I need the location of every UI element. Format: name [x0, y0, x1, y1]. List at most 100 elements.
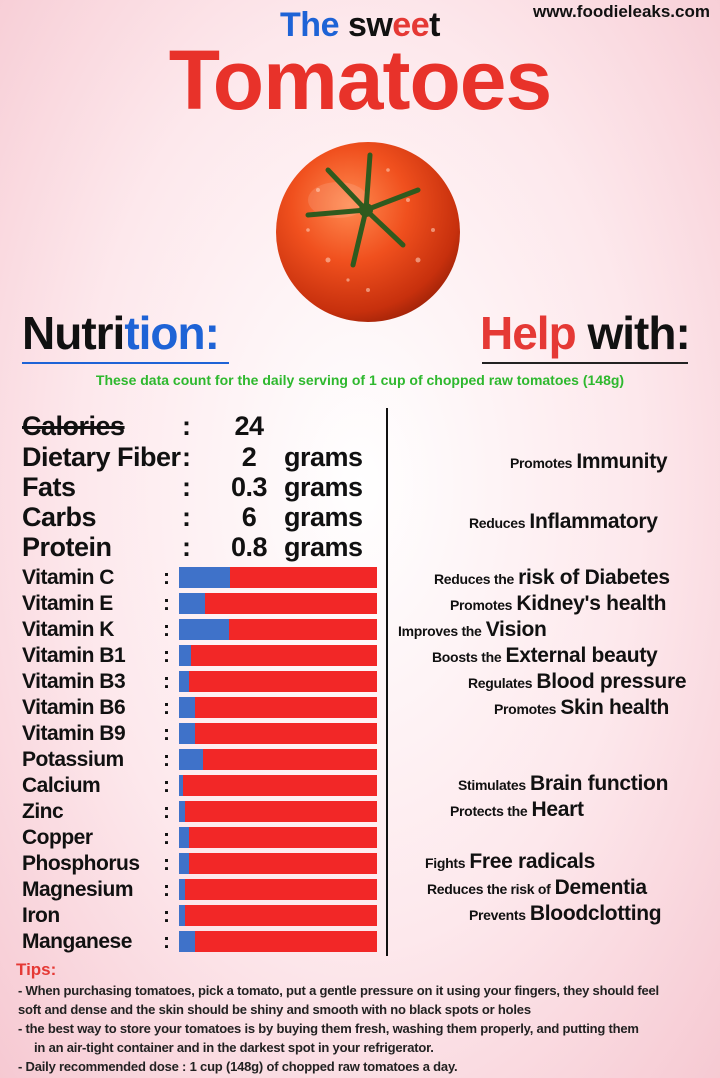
vitamin-colon: :: [163, 774, 170, 797]
subtitle-the: The: [280, 6, 339, 44]
macro-name-fiber: Dietary Fiber: [22, 442, 181, 472]
vitamin-bar-fill: [179, 879, 185, 900]
macro-value-fiber: 2: [241, 442, 257, 472]
help-with-heading: Help with:: [480, 307, 691, 359]
vitamin-bar-fill: [179, 723, 195, 744]
vitamin-colon: :: [163, 930, 170, 953]
macro-value-protein: 0.8: [230, 532, 268, 562]
serving-note: These data count for the daily serving o…: [95, 372, 625, 388]
macro-value-fats: 0.3: [230, 472, 268, 502]
vitamin-bar-fill: [179, 567, 231, 588]
vitamin-name: Vitamin C: [22, 566, 114, 589]
macro-name-protein: Protein: [22, 532, 112, 562]
benefit-item: Reduces the risk of Dementia: [427, 876, 647, 899]
benefit-item: Promotes Skin health: [494, 696, 670, 719]
macro-colon: :: [182, 532, 191, 562]
tomato-image: [276, 142, 460, 322]
vitamin-bar-fill: [179, 801, 185, 822]
vitamin-bar: [179, 697, 377, 718]
tip-line: soft and dense and the skin should be sh…: [18, 1002, 531, 1017]
vitamin-colon: :: [163, 618, 170, 641]
vitamin-name: Potassium: [22, 748, 124, 771]
vitamin-bar-fill: [179, 593, 205, 614]
benefit-item: Prevents Bloodclotting: [469, 902, 662, 925]
vitamin-colon: :: [163, 826, 170, 849]
vitamin-colon: :: [163, 696, 170, 719]
tip-line: - Daily recommended dose : 1 cup (148g) …: [18, 1059, 458, 1074]
vitamin-bar-fill: [179, 697, 195, 718]
vitamin-bar: [179, 567, 377, 588]
vitamin-bar: [179, 801, 377, 822]
vitamin-bar-fill: [179, 775, 183, 796]
vitamin-colon: :: [163, 904, 170, 927]
macro-unit-fats: grams: [284, 472, 363, 502]
benefit-item: Boosts the External beauty: [432, 644, 658, 667]
vitamin-name: Iron: [22, 904, 60, 927]
benefit-item: Stimulates Brain function: [458, 772, 669, 795]
vitamin-colon: :: [163, 852, 170, 875]
vitamin-colon: :: [163, 722, 170, 745]
benefit-item: Improves the Vision: [398, 618, 547, 641]
tip-line: in an air-tight container and in the dar…: [34, 1040, 434, 1055]
vitamin-bar-fill: [179, 671, 189, 692]
macro-value-calories: 24: [234, 411, 264, 441]
vitamin-bar: [179, 749, 377, 770]
vitamin-name: Vitamin B9: [22, 722, 126, 745]
macro-unit-fiber: grams: [284, 442, 363, 472]
macro-name-fats: Fats: [22, 472, 76, 502]
vitamin-colon: :: [163, 566, 170, 589]
page-title: Tomatoes: [168, 33, 553, 127]
help-underline: [482, 362, 688, 364]
site-url: www.foodieleaks.com: [533, 2, 710, 21]
column-divider: [386, 408, 388, 956]
benefit-item: Reduces Inflammatory: [469, 510, 658, 533]
macro-name-carbs: Carbs: [22, 502, 97, 532]
vitamin-name: Vitamin B1: [22, 644, 126, 667]
benefit-item: Protects the Heart: [450, 798, 584, 821]
vitamin-bar-fill: [179, 619, 229, 640]
vitamin-colon: :: [163, 800, 170, 823]
benefit-item: Regulates Blood pressure: [468, 670, 687, 693]
vitamin-bar: [179, 619, 377, 640]
vitamin-bar: [179, 775, 377, 796]
vitamin-name: Manganese: [22, 930, 132, 953]
benefit-item: Promotes Kidney's health: [450, 592, 667, 615]
benefit-item: Fights Free radicals: [425, 850, 596, 873]
macro-colon: :: [182, 442, 191, 472]
vitamin-colon: :: [163, 644, 170, 667]
vitamin-bar: [179, 905, 377, 926]
vitamin-bar-fill: [179, 645, 191, 666]
macro-colon: :: [182, 502, 191, 532]
vitamin-bar-fill: [179, 931, 195, 952]
vitamin-bar: [179, 671, 377, 692]
vitamin-bar: [179, 879, 377, 900]
vitamin-name: Phosphorus: [22, 852, 140, 875]
vitamin-bar-fill: [179, 827, 189, 848]
macro-colon: :: [182, 411, 191, 441]
vitamin-bar: [179, 853, 377, 874]
nutrition-heading: Nutrition:: [22, 307, 220, 359]
vitamin-bar-fill: [179, 905, 185, 926]
vitamin-name: Vitamin K: [22, 618, 114, 641]
vitamin-bar: [179, 593, 377, 614]
vitamin-bar-fill: [179, 749, 203, 770]
vitamin-colon: :: [163, 670, 170, 693]
macro-value-carbs: 6: [241, 502, 257, 532]
benefit-item: Promotes Immunity: [510, 450, 668, 473]
vitamin-colon: :: [163, 878, 170, 901]
tip-line: - When purchasing tomatoes, pick a tomat…: [18, 983, 659, 998]
vitamin-bar-fill: [179, 853, 189, 874]
tip-line: - the best way to store your tomatoes is…: [18, 1021, 639, 1036]
macro-unit-carbs: grams: [284, 502, 363, 532]
benefit-item: Reduces the risk of Diabetes: [434, 566, 670, 589]
vitamin-bar: [179, 931, 377, 952]
macro-unit-protein: grams: [284, 532, 363, 562]
vitamin-name: Magnesium: [22, 878, 134, 901]
vitamin-colon: :: [163, 592, 170, 615]
vitamin-colon: :: [163, 748, 170, 771]
subtitle: The sweet: [0, 6, 720, 45]
vitamin-name: Vitamin B3: [22, 670, 126, 693]
tips-heading: Tips:: [16, 960, 57, 979]
subtitle-sweet: sweet: [347, 6, 441, 44]
vitamin-name: Zinc: [22, 800, 64, 823]
